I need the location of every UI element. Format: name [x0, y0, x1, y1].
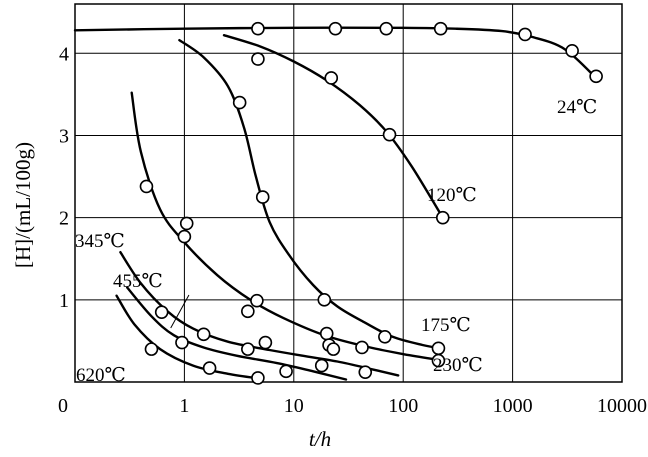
point-620c — [144, 342, 159, 356]
point-345c — [326, 342, 341, 356]
x-tick-label: 0 — [58, 395, 68, 417]
curve-label-455c: 455℃ — [113, 271, 163, 292]
point-120c — [435, 210, 450, 225]
curve-label-175c: 175℃ — [421, 315, 471, 336]
point-230c — [179, 216, 194, 231]
point-230c — [250, 293, 264, 308]
point-120c — [382, 127, 397, 142]
point-230c — [319, 326, 334, 341]
point-24c — [433, 21, 448, 36]
grid-lines — [75, 4, 622, 382]
point-230c — [241, 304, 255, 319]
curve-label-120c: 120℃ — [427, 185, 477, 206]
y-tick-label: 1 — [59, 290, 69, 312]
y-tick-label: 4 — [59, 43, 69, 65]
curve-455c — [126, 286, 348, 381]
data-points — [139, 21, 603, 385]
leader-line-455c — [170, 294, 190, 329]
point-345c — [358, 365, 373, 379]
point-620c — [251, 371, 265, 385]
curve-620c — [115, 294, 263, 380]
point-620c — [202, 361, 217, 375]
point-230c — [355, 340, 369, 355]
point-345c — [258, 335, 273, 350]
point-455c — [314, 358, 329, 373]
y-tick-label: 3 — [59, 125, 69, 147]
x-tick-label: 10000 — [597, 395, 647, 417]
point-175c — [232, 95, 247, 110]
point-24c — [328, 21, 343, 36]
point-175c — [431, 341, 446, 356]
y-axis-title: [H]/(mL/100g) — [11, 142, 35, 268]
point-175c — [317, 293, 332, 307]
tick-labels: 0 1 10 100 1000 10000 1 2 3 4 — [58, 43, 647, 417]
point-175c — [255, 190, 270, 204]
x-tick-label: 10 — [284, 395, 304, 417]
point-120c — [251, 52, 265, 66]
point-120c — [324, 71, 339, 85]
point-24c — [251, 21, 265, 36]
point-345c — [154, 305, 169, 319]
curve-label-230c: 230℃ — [433, 355, 483, 376]
curve-label-24c: 24℃ — [557, 97, 597, 118]
point-24c — [565, 44, 579, 58]
y-tick-label: 2 — [59, 208, 69, 230]
x-tick-label: 1 — [179, 395, 189, 417]
curve-175c — [178, 39, 442, 350]
point-455c — [175, 335, 189, 350]
x-tick-label: 1000 — [493, 395, 533, 417]
curve-label-620c: 620℃ — [76, 365, 126, 386]
curve-120c — [222, 34, 444, 219]
point-24c — [518, 27, 532, 42]
point-24c — [589, 69, 603, 84]
point-345c — [241, 342, 255, 356]
curve-labels: 24℃ 120℃ 175℃ 230℃ 345℃ 455℃ 620℃ — [75, 97, 597, 386]
point-230c — [139, 179, 154, 194]
x-tick-label: 100 — [388, 395, 418, 417]
point-24c — [379, 21, 394, 36]
point-455c — [279, 364, 293, 379]
x-axis-title: t/h — [309, 427, 331, 451]
point-345c — [196, 327, 211, 342]
point-230c — [431, 353, 446, 368]
point-175c — [378, 330, 392, 344]
point-230c — [177, 229, 192, 244]
plot-frame — [74, 3, 623, 383]
curve-label-345c: 345℃ — [75, 231, 125, 252]
